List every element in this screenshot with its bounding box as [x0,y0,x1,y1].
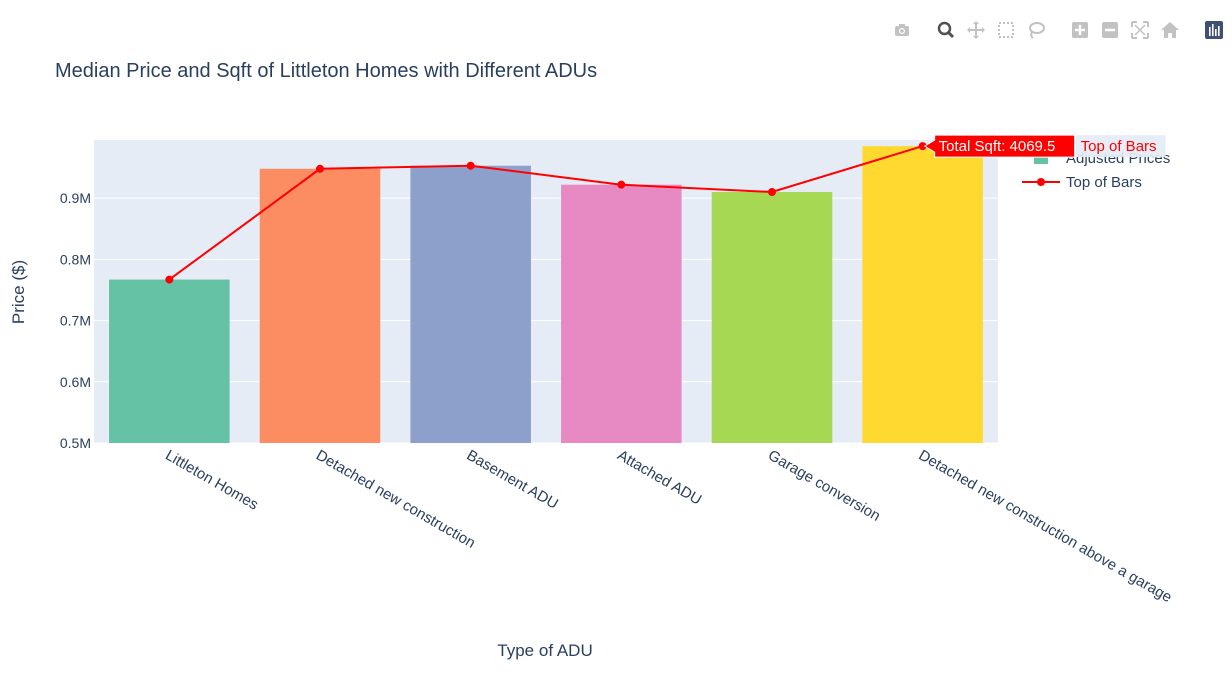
data-point[interactable] [316,164,324,173]
y-tick-label: 0.9M [60,190,91,206]
line-series [165,142,927,284]
x-tick-label: Garage conversion [765,447,883,525]
box-select-icon [998,22,1014,38]
bar[interactable] [711,192,833,443]
zoom-in-icon [1072,22,1088,38]
bar[interactable] [109,279,230,443]
box-select-button[interactable] [994,18,1018,42]
reset-axes-button[interactable] [1158,18,1182,42]
x-tick-label: Detached new construction [313,447,478,552]
data-point[interactable] [165,275,174,284]
series-line-top-of-bars [168,145,923,281]
x-tick-labels: Littleton Homes Detached new construction… [162,447,1174,606]
legend-label-top-of-bars[interactable]: Top of Bars [1066,174,1142,191]
plotly-logo-icon [1205,21,1223,39]
bar[interactable] [410,165,531,443]
modebar [890,18,1232,42]
autoscale-button[interactable] [1128,18,1152,42]
autoscale-icon [1131,21,1149,39]
x-tick-label: Basement ADU [464,447,561,513]
legend: Adjusted Prices Top of Bars [1022,150,1170,191]
zoom-button[interactable] [934,18,958,42]
hover-label: Total Sqft: 4069.5 Top of Bars [923,134,1166,158]
bar[interactable] [862,146,983,443]
gridlines [94,197,998,444]
hover-value-text: Total Sqft: 4069.5 [939,138,1056,155]
x-tick-label: Littleton Homes [162,447,261,514]
zoom-in-button[interactable] [1068,18,1092,42]
x-axis-title: Type of ADU [497,641,592,660]
bar[interactable] [561,184,682,443]
zoom-out-icon [1102,22,1118,38]
plot-background[interactable] [94,140,998,443]
chart-title: Median Price and Sqft of Littleton Homes… [55,60,597,82]
bars [109,146,983,443]
x-tick-label: Detached new construction above a garage [916,447,1175,606]
hover-name-box [1075,135,1166,158]
plotly-logo-button[interactable] [1202,18,1226,42]
y-tick-labels: 0.5M 0.6M 0.7M 0.8M 0.9M [60,190,91,451]
y-tick-label: 0.6M [60,374,91,390]
camera-icon [895,24,909,36]
bar[interactable] [259,168,381,443]
data-point[interactable] [617,180,626,189]
legend-swatch-top-of-bars-marker[interactable] [1037,178,1045,186]
data-point[interactable] [918,142,927,151]
data-point[interactable] [768,188,776,197]
y-tick-label: 0.7M [60,313,91,329]
zoom-out-button[interactable] [1098,18,1122,42]
lasso-select-icon [1029,22,1045,39]
zoom-icon [937,21,955,39]
pan-icon [967,21,985,39]
data-point[interactable] [466,161,475,170]
reset-axes-icon [1161,22,1179,38]
y-axis-title: Price ($) [9,260,28,324]
camera-button[interactable] [890,18,914,42]
y-tick-label: 0.8M [60,251,91,267]
x-tick-label: Attached ADU [614,447,704,509]
lasso-select-button[interactable] [1024,18,1048,42]
hover-box [923,134,1076,158]
y-tick-label: 0.5M [60,435,91,451]
pan-button[interactable] [964,18,988,42]
hover-series-name: Top of Bars [1081,138,1157,155]
